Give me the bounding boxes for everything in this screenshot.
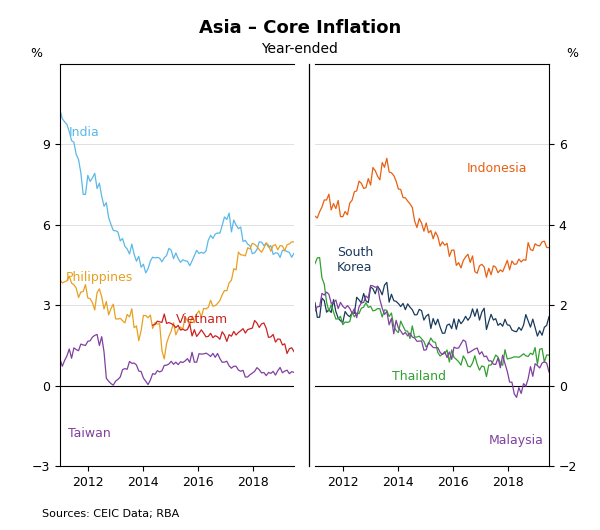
Text: Indonesia: Indonesia	[466, 162, 527, 175]
Text: India: India	[68, 126, 99, 139]
Text: Taiwan: Taiwan	[68, 427, 111, 440]
Text: %: %	[31, 47, 43, 59]
Text: Year-ended: Year-ended	[262, 42, 338, 56]
Text: Vietnam: Vietnam	[176, 313, 228, 326]
Text: Sources: CEIC Data; RBA: Sources: CEIC Data; RBA	[42, 509, 179, 519]
Text: Asia – Core Inflation: Asia – Core Inflation	[199, 19, 401, 37]
Text: South
Korea: South Korea	[337, 246, 373, 274]
Text: Malaysia: Malaysia	[488, 434, 544, 447]
Text: Philippines: Philippines	[65, 271, 133, 284]
Text: Thailand: Thailand	[392, 370, 446, 383]
Text: %: %	[566, 47, 578, 59]
